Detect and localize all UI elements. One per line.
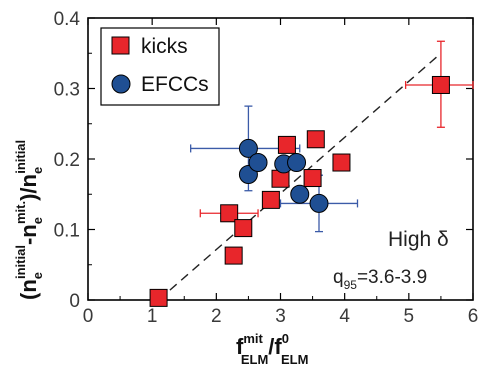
tick-labels: 0 1 2 3 4 5 6 0 0.1 0.2 0.3 0.4: [54, 9, 479, 327]
legend-efccs-label: EFCCs: [141, 73, 209, 96]
legend: kicks EFCCs: [100, 27, 220, 106]
x-tick-label: 5: [404, 306, 415, 327]
kicks-point: [277, 135, 296, 154]
kicks-point: [149, 288, 168, 307]
legend-kicks-label: kicks: [141, 35, 188, 58]
kicks-point: [431, 75, 450, 94]
x-tick-label: 0: [83, 306, 94, 327]
annotation-q95: q95=3.6-3.9: [333, 267, 427, 292]
reference-line-group: [158, 52, 442, 301]
x-tick-label: 1: [147, 306, 158, 327]
kicks-point: [261, 190, 280, 209]
y-tick-label: 0.4: [54, 9, 81, 30]
x-tick-label: 3: [275, 306, 286, 327]
y-tick-label: 0: [69, 291, 80, 312]
efccs-point: [248, 153, 268, 173]
reference-line: [158, 52, 442, 301]
kicks-point: [220, 204, 239, 223]
kicks-point: [303, 169, 322, 188]
y-tick-label: 0.3: [54, 80, 80, 101]
x-tick-label: 4: [339, 306, 350, 327]
kicks-point: [306, 130, 325, 149]
y-tick-label: 0.2: [54, 150, 80, 171]
efccs-point: [309, 193, 329, 213]
annotation-high-delta: High δ: [388, 228, 449, 251]
y-axis-label: (neinitial-nemit.)/neinitial: [13, 140, 45, 300]
y-tick-label: 0.1: [54, 221, 80, 242]
axis-ticks: [87, 17, 474, 301]
efccs-point: [238, 138, 258, 158]
x-tick-label: 2: [211, 306, 222, 327]
error-bars: [190, 40, 474, 233]
legend-kicks-marker: [111, 36, 130, 55]
efccs-point: [290, 184, 310, 204]
data-markers: [149, 75, 450, 307]
x-axis-label: fmit ELM/f0 ELM: [236, 331, 308, 367]
kicks-point: [332, 153, 351, 172]
x-tick-label: 6: [468, 306, 479, 327]
kicks-point: [224, 246, 243, 265]
efccs-point: [287, 153, 307, 173]
legend-efccs-marker: [111, 74, 131, 94]
kicks-point: [234, 219, 253, 238]
